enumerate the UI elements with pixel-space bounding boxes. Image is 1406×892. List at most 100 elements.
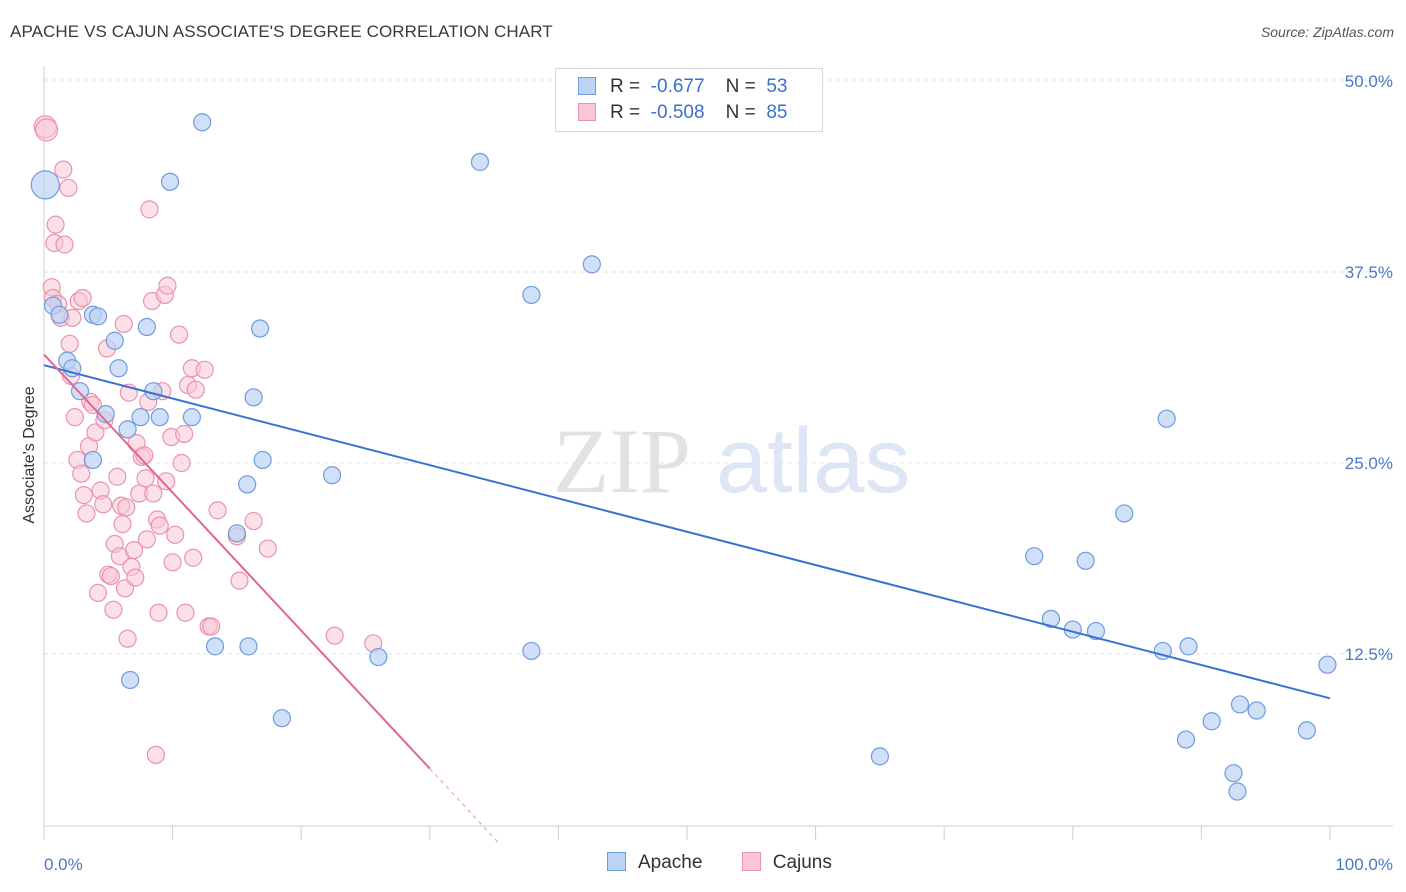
cajun-point [86, 423, 105, 442]
cajun-point [166, 525, 185, 544]
apache-point [105, 331, 124, 350]
trend-lines [43, 353, 1331, 846]
r-label: R = [610, 76, 641, 97]
apache-point [160, 172, 180, 191]
x-tick-label: 0.0% [44, 855, 83, 874]
apache-point [205, 637, 225, 656]
n-label: N = [725, 76, 756, 97]
cajun-point [101, 566, 120, 586]
legend-item-apache: Apache [607, 852, 702, 874]
source-label: Source: ZipAtlas.com [1260, 24, 1394, 40]
cajun-point [144, 484, 163, 503]
apache-point [63, 359, 82, 378]
cajun-point [136, 469, 155, 488]
cajun-point [140, 200, 159, 219]
r-value: -0.677 [650, 76, 705, 97]
cajun-point [54, 160, 73, 179]
y-tick-label: 25.0% [1345, 454, 1393, 473]
apache-point [322, 466, 342, 485]
apache-point [70, 382, 90, 401]
apache-point [1176, 730, 1196, 749]
apache-point [1202, 712, 1221, 731]
chart-title: APACHE VS CAJUN ASSOCIATE'S DEGREE CORRE… [10, 22, 553, 41]
apache-point [121, 670, 140, 690]
apache-point [30, 170, 60, 200]
cajun-swatch [578, 103, 596, 121]
cajun-point [104, 600, 123, 619]
cajun-point [202, 617, 221, 636]
apache-point [83, 450, 102, 470]
cajun-point [258, 539, 277, 558]
cajun-point [186, 380, 205, 399]
cajun-point [94, 495, 113, 514]
cajun-point [172, 453, 191, 473]
apache-point [109, 359, 128, 378]
watermark-zip: ZIP [553, 410, 691, 512]
apache-point [1230, 695, 1250, 714]
apache-point [582, 255, 601, 274]
cajun-point [157, 472, 176, 491]
cajun-point [65, 408, 84, 427]
cajun-point [150, 516, 169, 535]
apache-point [1224, 764, 1243, 783]
apache-point [1041, 609, 1061, 628]
cajun-point [60, 334, 79, 353]
n-label: N = [725, 102, 756, 123]
legend-row-apache: R = -0.677 N = 53 [578, 76, 787, 100]
cajun-point [135, 446, 154, 465]
apache-point [131, 408, 150, 427]
apache-point [253, 450, 272, 470]
cajun-point [77, 504, 96, 523]
apache-point [50, 305, 69, 324]
cajun-point [195, 360, 214, 379]
apache-point [244, 388, 263, 407]
cajun-points [33, 115, 383, 764]
apache-point [1076, 551, 1095, 570]
cajun-point [72, 464, 91, 483]
apache-point [870, 747, 890, 766]
r-label: R = [610, 102, 641, 123]
cajun-point [169, 325, 189, 344]
cajun-trend-line [43, 353, 431, 770]
apache-point [470, 152, 490, 172]
cajun-point [137, 530, 156, 549]
apache-point [1157, 409, 1176, 428]
cajun-trend-extension [429, 768, 501, 846]
x-tick-label: 100.0% [1335, 855, 1393, 874]
apache-point [137, 317, 156, 337]
cajun-point [118, 629, 137, 648]
apache-point [150, 408, 169, 427]
cajun-point [34, 118, 59, 142]
watermark-atlas: atlas [716, 410, 910, 512]
apache-point [522, 285, 541, 305]
apache-point [522, 641, 541, 661]
apache-point [1115, 504, 1134, 523]
legend-item-cajuns: Cajuns [741, 852, 832, 874]
apache-point [239, 637, 258, 656]
apache-trend-line [43, 364, 1331, 700]
apache-point [250, 319, 270, 338]
legend-label: Cajuns [772, 852, 832, 873]
apache-swatch [578, 77, 596, 95]
cajun-point [208, 501, 227, 520]
series-legend: Apache Cajuns [607, 852, 866, 874]
apache-point [193, 113, 212, 132]
cajun-point [126, 568, 145, 587]
y-tick-label: 12.5% [1345, 645, 1393, 664]
cajun-point [88, 583, 108, 602]
cajun-point [117, 498, 136, 517]
cajun-point [73, 288, 92, 308]
cajun-point [74, 485, 93, 505]
tick-labels: 12.5% 25.0% 37.5% 50.0% 0.0% 100.0% [44, 72, 1393, 874]
cajun-point [46, 215, 65, 234]
r-value: -0.508 [650, 102, 705, 123]
cajun-point [158, 276, 177, 295]
cajun-point [184, 548, 203, 567]
n-value: 53 [766, 76, 788, 97]
apache-point [118, 420, 137, 439]
apache-point [369, 647, 388, 667]
grid-lines [44, 78, 1393, 655]
cajun-point [114, 314, 133, 334]
cajun-point [113, 515, 132, 534]
